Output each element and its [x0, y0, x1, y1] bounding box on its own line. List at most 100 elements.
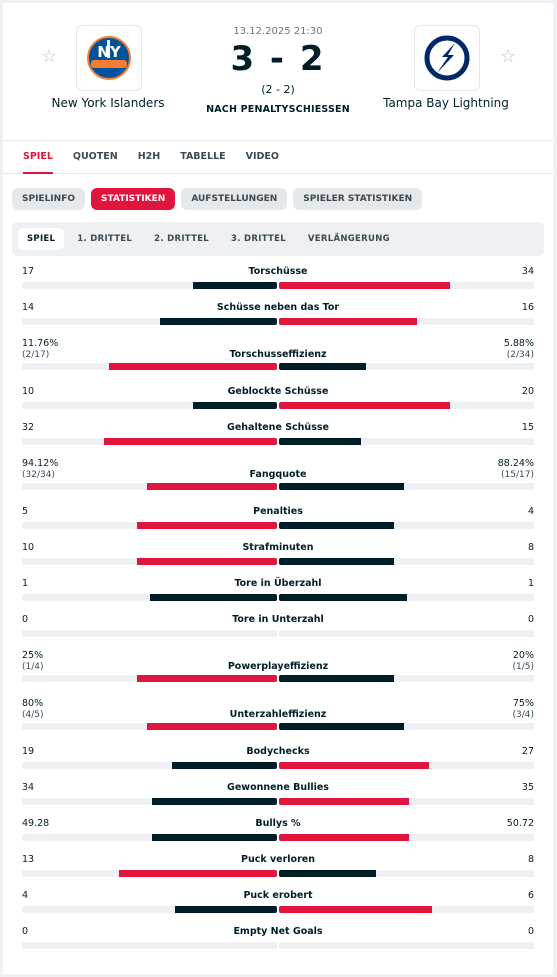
stat-home-value: 19 — [22, 746, 35, 757]
stat-home-detail: (4/5) — [22, 710, 44, 720]
stat-name: Torschusseffizienz — [229, 349, 327, 360]
pill-aufstellungen[interactable]: AUFSTELLUNGEN — [181, 188, 288, 210]
stat-home-track — [22, 675, 277, 682]
stat-home-track — [22, 942, 277, 949]
stat-away-detail: (3/4) — [512, 710, 534, 720]
stat-home-track — [22, 438, 277, 445]
stat-away-value: 0 — [527, 614, 534, 625]
section-pills: SPIELINFO STATISTIKEN AUFSTELLUNGEN SPIE… — [3, 174, 553, 221]
tab-video[interactable]: VIDEO — [245, 151, 279, 162]
lightning-logo-icon — [424, 35, 470, 81]
stat-away-bar — [279, 438, 361, 445]
stat-home-value: 5 — [22, 506, 29, 517]
stat-name: Gehaltene Schüsse — [227, 422, 329, 433]
stat-home-value: 0 — [22, 926, 29, 937]
stat-home-bar — [192, 282, 277, 289]
tab-tabelle[interactable]: TABELLE — [180, 151, 226, 162]
favorite-home-star-icon[interactable]: ☆ — [41, 46, 58, 67]
stat-away-value: 88.24% — [497, 458, 534, 469]
stat-home-track — [22, 483, 277, 490]
stat-home-bar — [152, 834, 277, 841]
stat-away-bar — [279, 558, 394, 565]
stat-away-bar — [279, 675, 394, 682]
stat-away-track — [279, 594, 534, 601]
stat-away-track — [279, 834, 534, 841]
islanders-logo-icon: NY — [87, 36, 131, 80]
stat-away-track — [279, 558, 534, 565]
stat-home-track — [22, 870, 277, 877]
stat-away-value: 1 — [527, 578, 534, 589]
period-tab-spiel[interactable]: SPIEL — [18, 228, 65, 250]
period-tab-3-drittel[interactable]: 3. DRITTEL — [231, 234, 286, 244]
stat-home-value: 10 — [22, 386, 35, 397]
pill-statistiken[interactable]: STATISTIKEN — [91, 188, 176, 210]
match-card: ☆ NY New York Islanders 13.12.2025 21:30… — [3, 3, 553, 974]
stat-home-bar — [172, 762, 277, 769]
stat-home-bar — [146, 723, 277, 730]
tab-spiel[interactable]: SPIEL — [13, 141, 63, 174]
stat-home-bar — [175, 906, 277, 913]
stat-home-bar — [136, 675, 277, 682]
stat-name: Penalties — [253, 506, 303, 517]
stat-home-value: 94.12% — [22, 458, 59, 469]
stat-home-value: 34 — [22, 782, 35, 793]
home-team-name[interactable]: New York Islanders — [51, 96, 165, 110]
stat-away-track — [279, 906, 534, 913]
stat-away-track — [279, 438, 534, 445]
stat-home-track — [22, 282, 277, 289]
stat-away-detail: (1/5) — [512, 662, 534, 672]
stat-name: Strafminuten — [242, 542, 314, 553]
stat-home-track — [22, 630, 277, 637]
stat-away-bar — [279, 318, 417, 325]
stat-home-bar — [103, 438, 277, 445]
stat-name: Unterzahleffizienz — [229, 709, 327, 720]
stat-name: Geblockte Schüsse — [227, 386, 329, 397]
stat-away-value: 50.72 — [506, 818, 534, 829]
stat-home-bar — [136, 558, 277, 565]
stat-home-value: 32 — [22, 422, 35, 433]
stat-away-track — [279, 870, 534, 877]
tab-h2h[interactable]: H2H — [137, 151, 161, 162]
stat-home-bar — [118, 870, 277, 877]
away-team-name[interactable]: Tampa Bay Lightning — [383, 96, 509, 110]
stat-away-bar — [279, 834, 410, 841]
stat-away-track — [279, 762, 534, 769]
stat-away-track — [279, 675, 534, 682]
stat-away-value: 0 — [527, 926, 534, 937]
stat-home-value: 80% — [22, 698, 44, 709]
stat-away-track — [279, 402, 534, 409]
stat-name: Schüsse neben das Tor — [216, 302, 340, 313]
stat-name: Gewonnene Bullies — [227, 782, 329, 793]
stat-home-track — [22, 594, 277, 601]
stat-home-bar — [146, 483, 277, 490]
stat-home-value: 14 — [22, 302, 35, 313]
stat-name: Empty Net Goals — [233, 926, 323, 937]
stat-home-value: 4 — [22, 890, 29, 901]
stat-home-track — [22, 402, 277, 409]
stat-away-value: 20 — [521, 386, 534, 397]
stat-home-track — [22, 318, 277, 325]
home-team-logo[interactable]: NY — [76, 25, 142, 91]
stat-home-bar — [149, 594, 277, 601]
away-team-logo[interactable] — [414, 25, 480, 91]
stat-home-track — [22, 834, 277, 841]
stat-away-bar — [279, 522, 394, 529]
period-tab-2-drittel[interactable]: 2. DRITTEL — [154, 234, 210, 244]
stat-home-bar — [159, 318, 277, 325]
period-tab-verlaengerung[interactable]: VERLÄNGERUNG — [307, 234, 390, 244]
stat-away-track — [279, 522, 534, 529]
stat-name: Tore in Überzahl — [234, 578, 322, 589]
stat-home-bar — [152, 798, 277, 805]
match-header: ☆ NY New York Islanders 13.12.2025 21:30… — [3, 3, 553, 141]
stat-home-track — [22, 558, 277, 565]
period-tab-1-drittel[interactable]: 1. DRITTEL — [77, 234, 133, 244]
favorite-away-star-icon[interactable]: ☆ — [500, 46, 517, 67]
stat-away-value: 5.88% — [503, 338, 534, 349]
stat-away-value: 8 — [527, 542, 534, 553]
stat-home-value: 0 — [22, 614, 29, 625]
stat-home-track — [22, 522, 277, 529]
tab-quoten[interactable]: QUOTEN — [72, 151, 118, 162]
stat-away-value: 16 — [521, 302, 534, 313]
pill-spieler-statistiken[interactable]: SPIELER STATISTIKEN — [293, 188, 423, 210]
pill-spielinfo[interactable]: SPIELINFO — [12, 188, 85, 210]
